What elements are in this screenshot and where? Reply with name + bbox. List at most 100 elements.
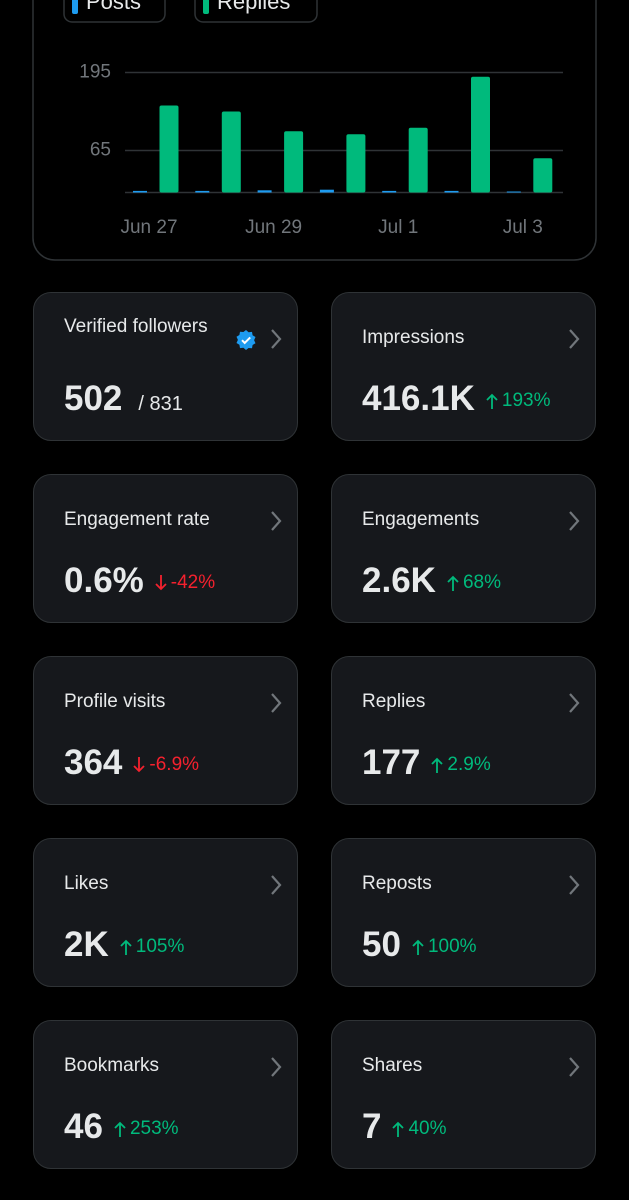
- metric-card[interactable]: Reposts 50 100%: [331, 838, 596, 987]
- bar: [533, 158, 553, 193]
- change-text: 2.9%: [447, 754, 491, 775]
- metric-value: 46: [64, 1107, 103, 1146]
- metric-row: 416.1K 193%: [362, 379, 550, 419]
- change-arrow: [412, 939, 424, 955]
- metric-row: 364 -6.9%: [64, 743, 199, 783]
- metric-value: 50: [362, 925, 401, 964]
- change-arrow: [486, 393, 498, 409]
- legend-swatch: [72, 0, 78, 14]
- metric-value: 177: [362, 743, 421, 782]
- change-text: 253%: [129, 1118, 179, 1139]
- chevron: [569, 329, 580, 349]
- bar: [257, 190, 272, 193]
- y-tick-label: 65: [90, 140, 111, 161]
- metric-label: Bookmarks: [64, 1055, 160, 1076]
- metric-row: 0.6% -42%: [64, 561, 215, 601]
- chevron: [569, 875, 580, 895]
- metric-label: Likes: [64, 873, 109, 894]
- metric-card[interactable]: Replies 177 2.9%: [331, 656, 596, 805]
- metric-total: / 831: [138, 393, 183, 415]
- bar: [506, 191, 521, 193]
- metric-value: 2K: [64, 925, 109, 964]
- x-tick-label: Jun 27: [120, 217, 177, 238]
- bar: [471, 76, 490, 193]
- change-arrow: [114, 1121, 126, 1137]
- metric-change: 105%: [119, 936, 185, 958]
- metric-card[interactable]: Shares 7 40%: [331, 1020, 596, 1169]
- chevron: [271, 329, 282, 349]
- legend-box: [63, 0, 166, 23]
- metric-label: Shares: [362, 1055, 423, 1076]
- metric-label: Engagement rate: [64, 509, 210, 530]
- bar: [444, 190, 459, 193]
- chevron: [271, 1057, 282, 1077]
- chevron: [271, 693, 282, 713]
- metric-card[interactable]: Engagements 2.6K 68%: [331, 474, 596, 623]
- bar: [382, 190, 397, 193]
- chevron: [271, 511, 282, 531]
- change-arrow: [447, 575, 459, 591]
- bar: [195, 190, 210, 193]
- metric-value: 416.1K: [362, 379, 475, 418]
- metric-label: Replies: [362, 691, 426, 712]
- chevron: [271, 875, 282, 895]
- metric-value: 0.6%: [64, 561, 144, 600]
- bar: [159, 105, 179, 193]
- metric-value: 502: [64, 379, 123, 418]
- change-text: 40%: [408, 1118, 447, 1139]
- metric-card[interactable]: Impressions 416.1K 193%: [331, 292, 596, 441]
- metric-row: 2K 105%: [64, 925, 184, 965]
- change-arrow: [133, 757, 146, 773]
- change-arrow: [392, 1121, 405, 1137]
- change-arrow: [120, 939, 132, 955]
- change-text: -42%: [170, 572, 216, 593]
- chart: Posts Replies 65 195 Jun 27 Jun 29 Jul 1 Jul 3: [32, 0, 597, 261]
- legend-swatch: [203, 0, 209, 14]
- metric-row: 50 100%: [362, 925, 477, 965]
- metric-change: 193%: [485, 390, 551, 412]
- metric-value: 7: [362, 1107, 382, 1146]
- change-arrow: [431, 757, 444, 773]
- metric-value: 2.6K: [362, 561, 436, 600]
- change-text: 68%: [462, 572, 501, 593]
- metric-card[interactable]: Profile visits 364 -6.9%: [33, 656, 298, 805]
- bar: [221, 111, 241, 193]
- metric-change: 2.9%: [430, 754, 491, 776]
- metric-row: 177 2.9%: [362, 743, 491, 783]
- metric-change: -6.9%: [132, 754, 199, 776]
- metric-label: Verified followers: [64, 316, 208, 337]
- metric-card[interactable]: Verified followers 502 / 831: [33, 292, 298, 441]
- verified-badge: [236, 330, 256, 350]
- metric-change: -42%: [154, 572, 215, 594]
- x-tick-label: Jul 1: [378, 217, 418, 238]
- metric-row: 7 40%: [362, 1107, 447, 1147]
- change-text: -6.9%: [149, 754, 200, 775]
- metric-label: Engagements: [362, 509, 480, 530]
- change-text: 193%: [501, 390, 551, 411]
- metric-card[interactable]: Likes 2K 105%: [33, 838, 298, 987]
- metric-row: 46 253%: [64, 1107, 179, 1147]
- metric-change: 100%: [411, 936, 477, 958]
- metric-card[interactable]: Bookmarks 46 253%: [33, 1020, 298, 1169]
- metric-card[interactable]: Engagement rate 0.6% -42%: [33, 474, 298, 623]
- change-text: 100%: [427, 936, 477, 957]
- bar: [408, 127, 428, 193]
- chevron: [569, 511, 580, 531]
- metric-label: Reposts: [362, 873, 432, 894]
- change-text: 105%: [135, 936, 185, 957]
- bar: [284, 131, 304, 193]
- metric-row: 2.6K 68%: [362, 561, 501, 601]
- metric-change: 68%: [446, 572, 501, 594]
- metric-change: 253%: [113, 1118, 179, 1140]
- bar: [319, 189, 334, 193]
- legend-label: Posts: [86, 0, 141, 14]
- chart-panel: [32, 0, 597, 261]
- change-arrow: [155, 575, 167, 591]
- metric-change: 40%: [391, 1118, 447, 1140]
- metric-label: Impressions: [362, 327, 465, 348]
- x-tick-label: Jun 29: [245, 217, 302, 238]
- chevron: [569, 693, 580, 713]
- chevron: [569, 1057, 580, 1077]
- bar: [346, 134, 366, 193]
